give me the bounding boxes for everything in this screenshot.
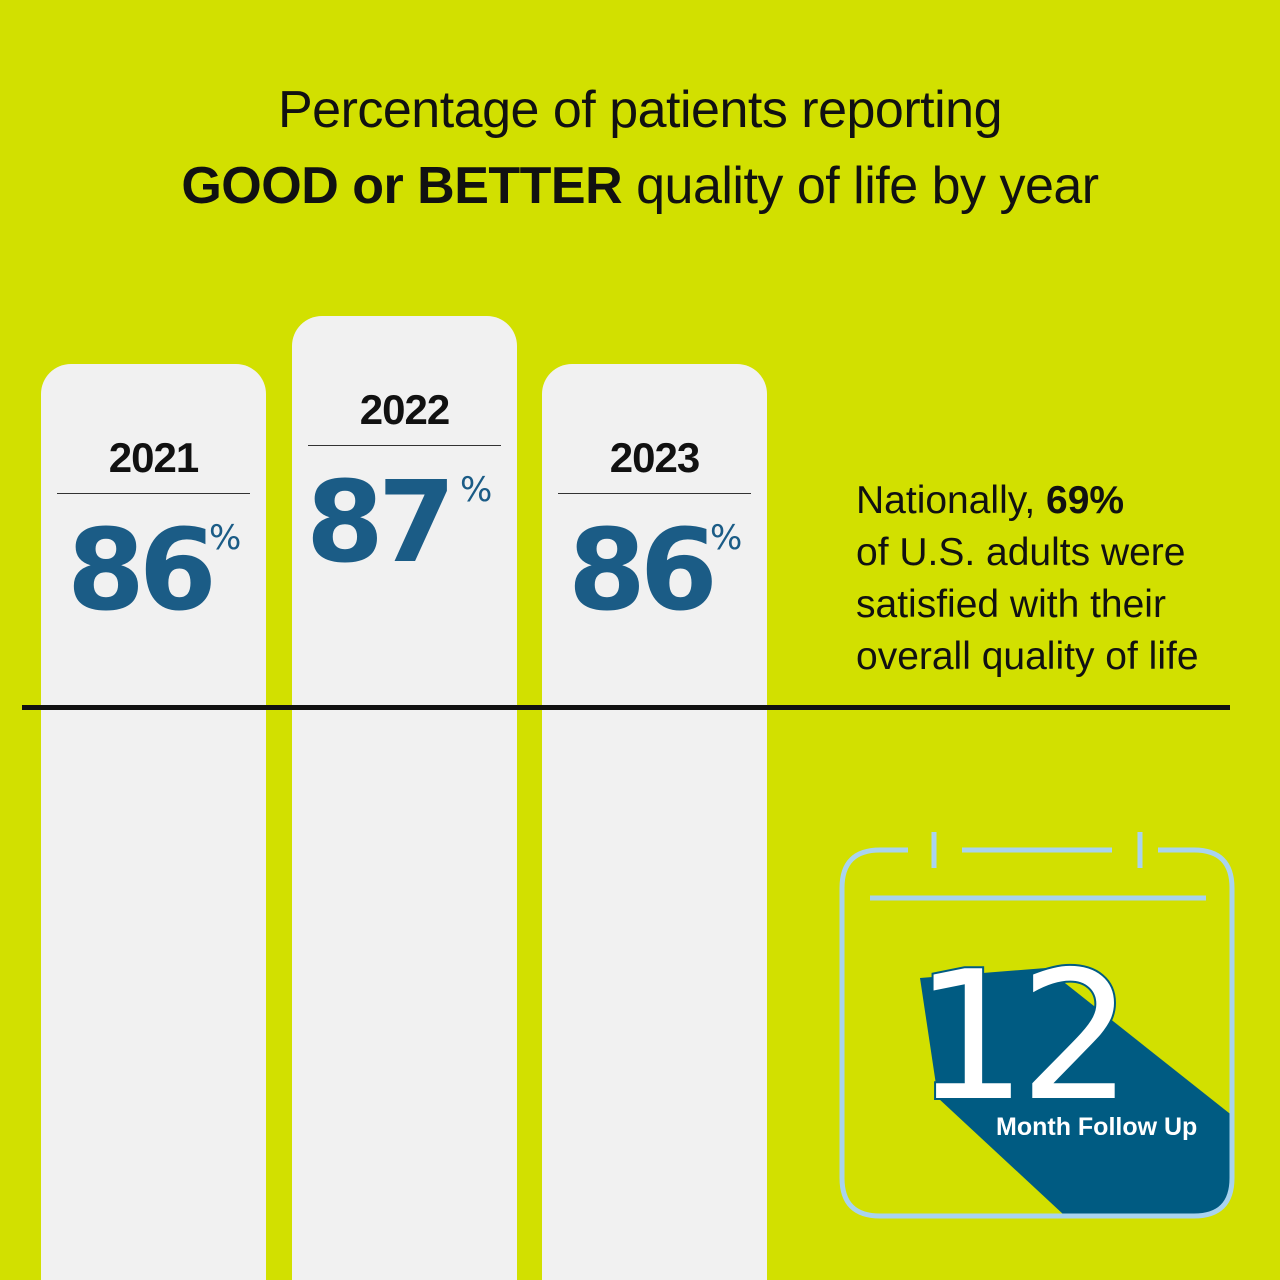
bar-year-label: 2021 bbox=[108, 434, 199, 481]
calendar-frame bbox=[839, 847, 1235, 1219]
bar-value: 87 bbox=[306, 458, 456, 588]
title-line-2-rest: quality of life by year bbox=[622, 157, 1099, 215]
title-emphasis: GOOD or BETTER bbox=[181, 157, 623, 215]
national-comparison: Nationally, 69% of U.S. adults were sati… bbox=[856, 475, 1266, 683]
national-line-3: satisfied with their bbox=[856, 583, 1166, 626]
title-line-1: Percentage of patients reporting bbox=[277, 81, 1003, 139]
calendar-shadow bbox=[920, 968, 1232, 1216]
reference-line bbox=[22, 705, 1230, 710]
bar-2021: 2021 86 % bbox=[41, 364, 266, 1280]
bar-year-label: 2022 bbox=[359, 386, 450, 433]
bar-2022: 2022 87 % bbox=[292, 316, 517, 1280]
bar-value-suffix: % bbox=[460, 470, 493, 510]
national-line-2: of U.S. adults were bbox=[856, 531, 1186, 574]
bar-divider bbox=[308, 445, 501, 446]
calendar-label: Month Follow Up bbox=[996, 1113, 1197, 1141]
bar-divider bbox=[558, 493, 751, 494]
bar-value-suffix: % bbox=[209, 518, 242, 558]
national-percentage: 69% bbox=[1046, 479, 1125, 522]
bar-value-suffix: % bbox=[710, 518, 743, 558]
chart-title: Percentage of patients reporting GOOD or… bbox=[0, 72, 1280, 224]
calendar-icon: 12 Month Follow Up bbox=[839, 832, 1235, 1219]
bar-divider bbox=[57, 493, 250, 494]
bar-year-label: 2023 bbox=[609, 434, 700, 481]
bar-value: 86 bbox=[568, 506, 718, 636]
national-prefix: Nationally, bbox=[856, 479, 1047, 522]
national-line-1: Nationally, 69% bbox=[856, 475, 1266, 527]
title-line-2: GOOD or BETTER quality of life by year bbox=[0, 148, 1280, 224]
calendar-number: 12 bbox=[914, 933, 1125, 1140]
bar-2023: 2023 86 % bbox=[542, 364, 767, 1280]
national-line-4: overall quality of life bbox=[856, 635, 1199, 678]
bar-value: 86 bbox=[67, 506, 217, 636]
